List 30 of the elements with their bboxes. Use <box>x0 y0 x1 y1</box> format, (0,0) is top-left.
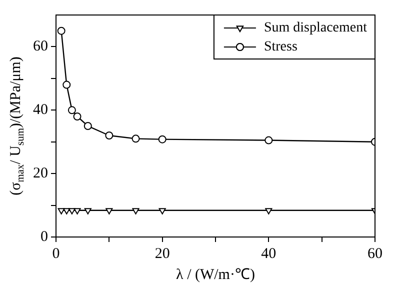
point <box>105 132 114 140</box>
x-tick-label: 40 <box>261 246 276 262</box>
point <box>84 122 92 130</box>
point <box>158 208 166 214</box>
point <box>158 135 166 144</box>
point <box>265 208 272 214</box>
y-tick-label: 20 <box>33 166 48 182</box>
point <box>132 208 140 214</box>
x-tick-label: 0 <box>52 246 60 262</box>
point <box>84 208 92 214</box>
y-tick-label: 60 <box>33 38 48 55</box>
y-tick-label: 40 <box>33 102 48 118</box>
point <box>132 134 140 143</box>
y-axis-title: (σmax/ Usum)/(MPa/μm) <box>8 56 26 196</box>
x-axis-title: λ / (W/m·℃) <box>176 266 255 283</box>
point <box>58 208 65 214</box>
legend-label: Sum displacement <box>264 20 368 36</box>
point <box>74 208 81 214</box>
legend-label: Stress <box>264 40 298 55</box>
point <box>63 208 70 214</box>
point <box>73 112 82 120</box>
x-tick-label: 60 <box>368 246 382 262</box>
y-tick-label: 0 <box>40 228 48 245</box>
point <box>106 208 113 214</box>
point <box>68 208 76 214</box>
point <box>57 26 66 35</box>
point <box>264 136 273 144</box>
x-tick-label: 20 <box>154 246 170 262</box>
point <box>62 80 71 89</box>
point <box>68 106 76 114</box>
